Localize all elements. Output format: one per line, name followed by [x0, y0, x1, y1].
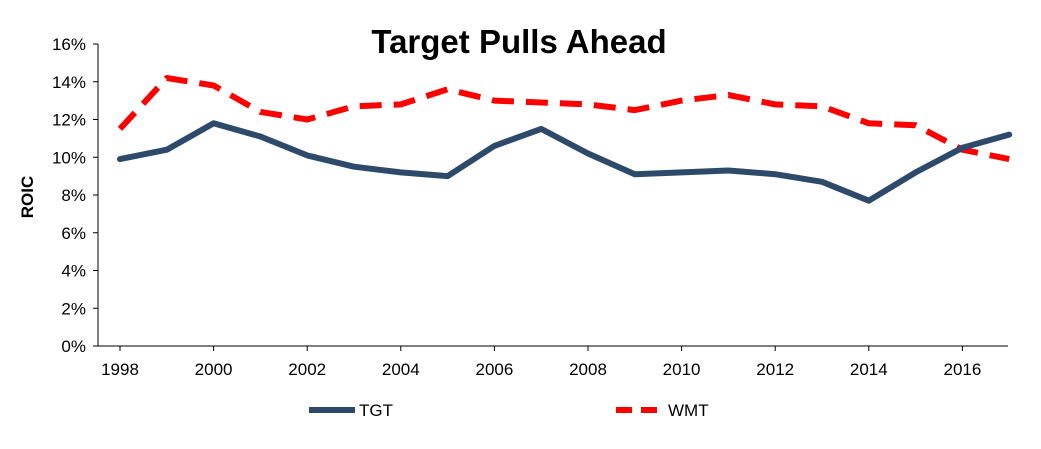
series-layer: [120, 78, 1009, 201]
x-tick-label: 2000: [195, 360, 233, 379]
x-tick-label: 2012: [756, 360, 794, 379]
x-tick-label: 2016: [943, 360, 981, 379]
y-tick-label: 16%: [52, 35, 86, 54]
y-tick-label: 12%: [52, 111, 86, 130]
y-tick-label: 14%: [52, 73, 86, 92]
legend: TGT WMT: [309, 401, 709, 420]
x-tick-label: 2008: [569, 360, 607, 379]
chart-title: Target Pulls Ahead: [371, 23, 666, 60]
x-tick-label: 2014: [850, 360, 888, 379]
y-tick-label: 10%: [52, 148, 86, 167]
legend-label-tgt: TGT: [359, 401, 393, 420]
y-tick-label: 4%: [61, 262, 86, 281]
x-tick-label: 1998: [101, 360, 139, 379]
y-tick-label: 0%: [61, 337, 86, 356]
y-ticks: 0% 2% 4% 6% 8% 10% 12% 14% 16%: [52, 35, 98, 356]
series-line-tgt: [120, 123, 1009, 200]
y-tick-label: 8%: [61, 186, 86, 205]
series-line-wmt: [120, 78, 1009, 159]
x-ticks: 1998 2000 2002 2004 2006 2008 2010 2012 2014 2016: [101, 346, 981, 379]
y-tick-label: 6%: [61, 224, 86, 243]
legend-label-wmt: WMT: [668, 401, 709, 420]
x-tick-label: 2002: [288, 360, 326, 379]
y-axis-label: ROIC: [18, 176, 37, 219]
y-tick-label: 2%: [61, 299, 86, 318]
x-tick-label: 2010: [663, 360, 701, 379]
x-tick-label: 2004: [382, 360, 420, 379]
x-tick-label: 2006: [475, 360, 513, 379]
